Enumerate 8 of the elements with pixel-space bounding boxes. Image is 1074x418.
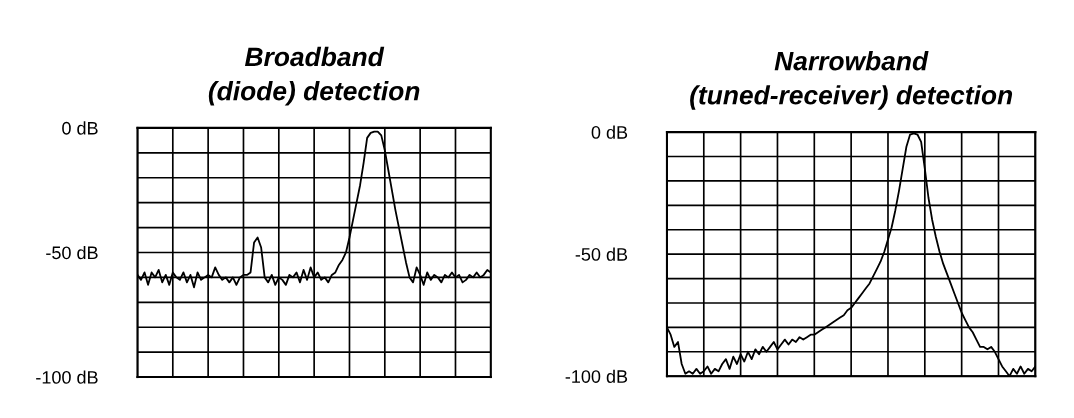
- y-tick-label: -100 dB: [565, 369, 628, 383]
- y-tick-label: -100 dB: [36, 370, 98, 384]
- y-tick-label: -50 dB: [46, 245, 98, 260]
- y-tick-label: 0 dB: [591, 125, 628, 139]
- y-tick-label: 0 dB: [62, 121, 98, 135]
- chart-title: Broadband (diode) detection: [208, 46, 420, 106]
- chart-title: Narrowband (tuned-receiver) detection: [690, 51, 1013, 110]
- y-tick-label: -50 dB: [575, 247, 628, 261]
